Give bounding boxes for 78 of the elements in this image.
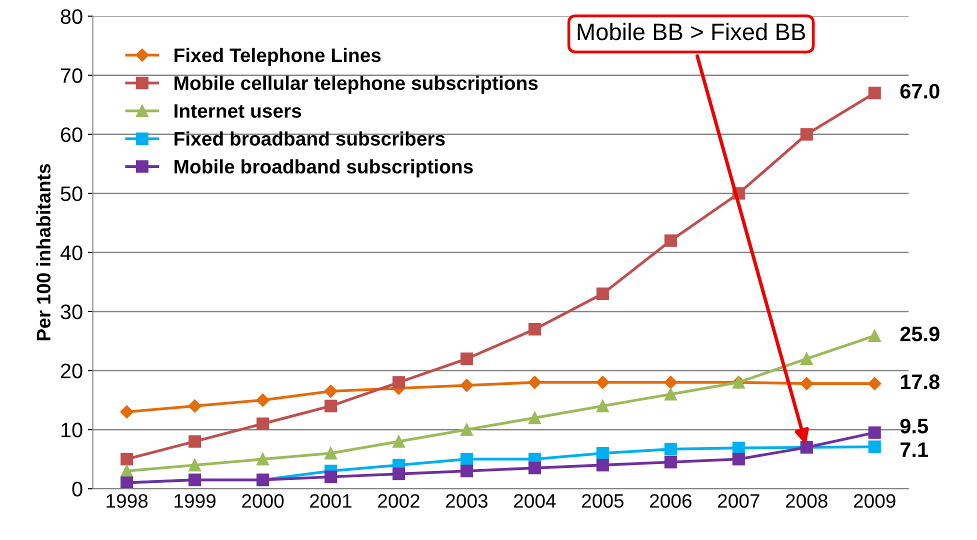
y-tick-label: 40 xyxy=(60,245,82,260)
x-tick-label: 2001 xyxy=(310,494,352,508)
point xyxy=(256,417,270,430)
data-label: 7.1 xyxy=(900,442,928,457)
point xyxy=(800,128,813,141)
point xyxy=(392,376,405,389)
point xyxy=(596,458,609,472)
point xyxy=(732,442,745,454)
point xyxy=(120,452,134,466)
point xyxy=(460,378,474,392)
point xyxy=(596,376,610,389)
point xyxy=(324,470,338,484)
point xyxy=(596,400,609,412)
point xyxy=(324,400,338,412)
point xyxy=(256,394,270,407)
point xyxy=(528,322,541,336)
legend-label: Internet users xyxy=(174,104,302,118)
x-tick-label: 2000 xyxy=(242,494,284,508)
y-tick-label: 0 xyxy=(72,482,82,496)
point xyxy=(868,86,881,100)
point xyxy=(596,447,609,460)
y-tick-label: 10 xyxy=(62,422,82,438)
legend-label: Mobile cellular telephone subscriptions xyxy=(174,76,538,94)
point xyxy=(528,376,542,389)
point xyxy=(392,435,405,448)
x-tick-label: 2008 xyxy=(786,494,828,508)
point xyxy=(188,399,202,413)
point xyxy=(324,384,338,398)
data-label: 9.5 xyxy=(900,418,928,434)
x-tick-label: 1998 xyxy=(106,494,148,508)
x-tick-label: 2005 xyxy=(582,494,624,508)
point xyxy=(460,464,473,478)
y-tick-label: 80 xyxy=(60,9,82,24)
point xyxy=(732,452,745,466)
point xyxy=(528,412,541,424)
x-tick-label: 2007 xyxy=(718,494,760,508)
point xyxy=(188,458,202,472)
point xyxy=(868,426,881,439)
point xyxy=(664,456,677,468)
point xyxy=(392,468,405,480)
point xyxy=(664,442,677,456)
point xyxy=(664,376,678,389)
point xyxy=(188,435,202,448)
point xyxy=(460,452,473,466)
point xyxy=(800,352,813,366)
point xyxy=(868,376,882,390)
point xyxy=(664,234,677,247)
point xyxy=(596,288,609,300)
x-tick-label: 1999 xyxy=(174,494,216,508)
point xyxy=(460,423,473,436)
legend-label: Fixed Telephone Lines xyxy=(174,48,381,66)
x-tick-label: 2004 xyxy=(514,494,556,508)
point xyxy=(664,388,677,400)
x-tick-label: 2009 xyxy=(854,494,896,508)
point xyxy=(256,452,270,466)
data-label: 17.8 xyxy=(900,374,940,390)
x-tick-label: 2006 xyxy=(650,494,692,508)
y-tick-label: 60 xyxy=(60,127,82,142)
x-tick-label: 2002 xyxy=(378,494,420,508)
point xyxy=(460,352,473,366)
y-tick-label: 20 xyxy=(60,364,82,378)
legend-label: Fixed broadband subscribers xyxy=(174,131,445,146)
data-label: 25.9 xyxy=(900,326,940,342)
point xyxy=(528,462,541,474)
y-tick-label: 50 xyxy=(60,186,82,202)
point xyxy=(868,329,881,342)
data-label: 67.0 xyxy=(900,84,940,99)
point xyxy=(868,440,881,454)
annotation: Mobile BB > Fixed BB xyxy=(578,22,805,40)
y-tick-label: 30 xyxy=(60,304,82,320)
y-axis-title: Per 100 inhabitants xyxy=(36,164,51,340)
point xyxy=(120,405,134,419)
point xyxy=(120,464,134,478)
point xyxy=(800,376,814,390)
y-tick-label: 70 xyxy=(60,68,82,84)
x-tick-label: 2003 xyxy=(446,494,488,508)
point xyxy=(324,447,338,460)
legend-label: Mobile broadband subscriptions xyxy=(174,159,473,178)
